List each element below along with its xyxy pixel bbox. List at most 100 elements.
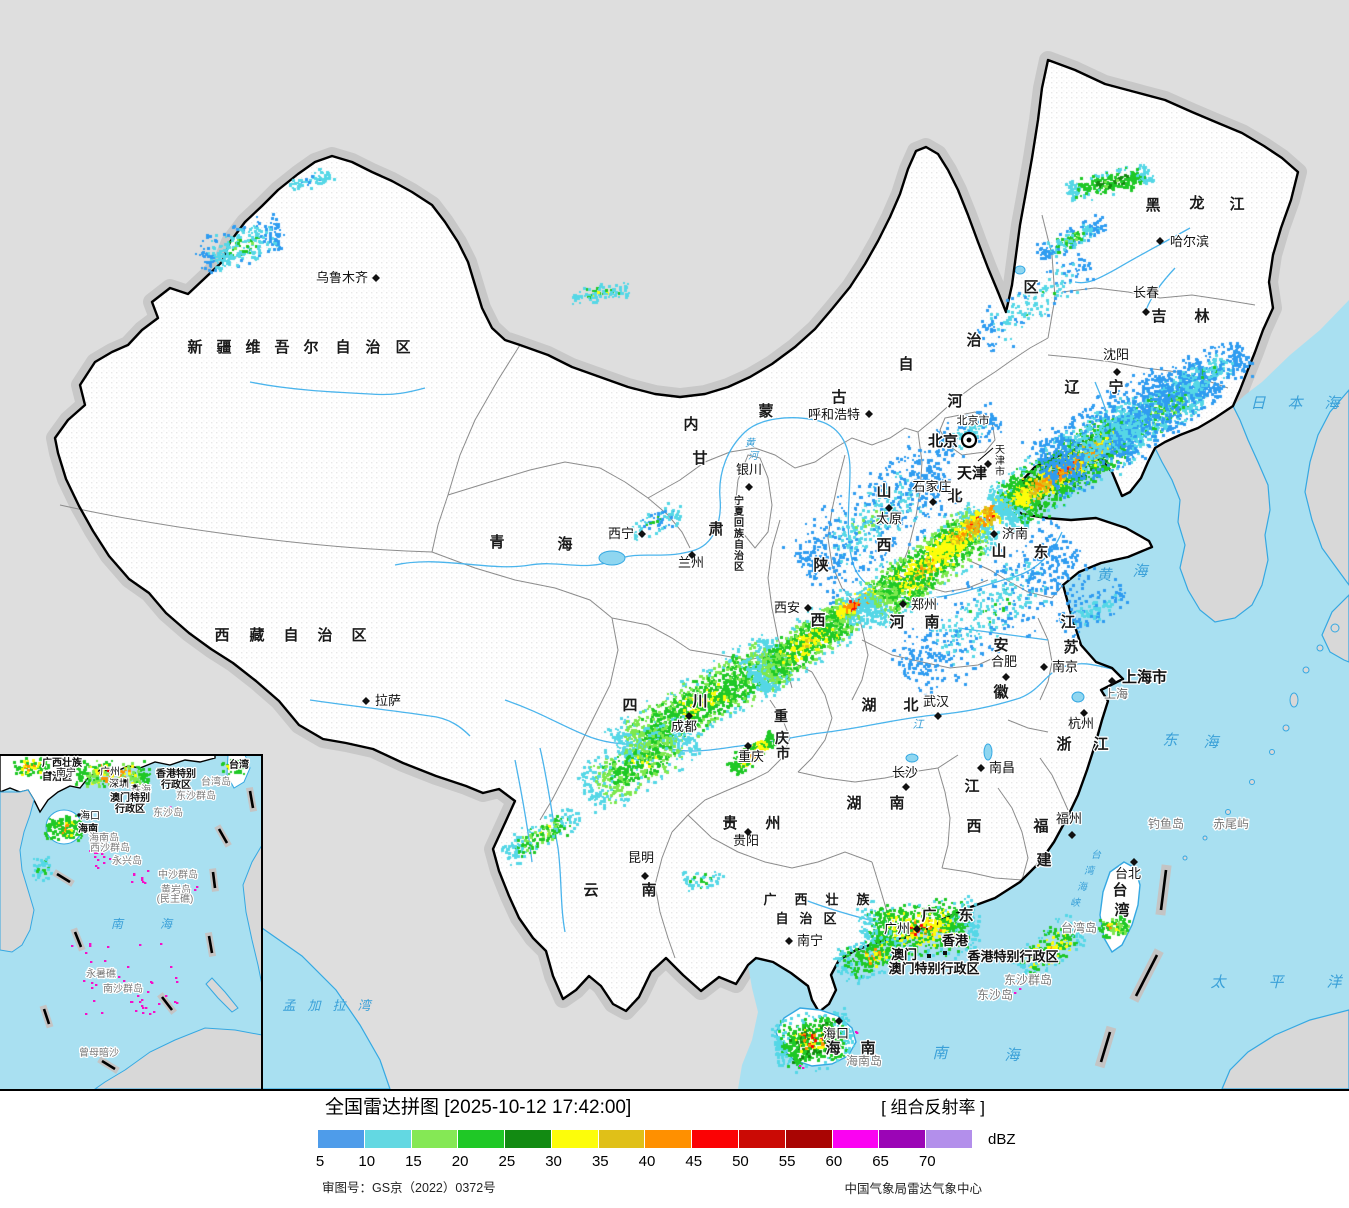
city-square-marker xyxy=(943,951,947,955)
island-dot xyxy=(94,856,97,858)
inset-label: 海南岛 xyxy=(89,831,119,844)
nine-dash-segment xyxy=(1099,1031,1112,1063)
inset-city-dot xyxy=(48,771,52,775)
legend-title: 全国雷达拼图 [2025-10-12 17:42:00] xyxy=(325,1097,632,1118)
island-dot xyxy=(142,881,145,883)
city-marker xyxy=(804,604,812,612)
city-label: 福州 xyxy=(1056,811,1082,826)
city-marker xyxy=(638,530,646,538)
map-review-number: 审图号：GS京（2022）0372号 xyxy=(322,1181,496,1195)
island-dot xyxy=(160,943,163,945)
province-label: 辽 xyxy=(1064,379,1079,396)
sea-label: 台 xyxy=(1091,849,1102,861)
city-label: 南京 xyxy=(1052,659,1078,674)
province-label: 治 xyxy=(966,331,981,349)
island-dot xyxy=(88,971,91,973)
sea-label: 海 xyxy=(1004,1047,1021,1064)
legend-product: [ 组合反射率 ] xyxy=(881,1098,985,1117)
city-label: 香港 xyxy=(941,933,969,948)
province-label: 肃 xyxy=(708,520,723,538)
island-dot xyxy=(107,946,110,948)
island-dot xyxy=(101,1012,104,1014)
nine-dash-segment xyxy=(217,828,229,844)
city-label: 长沙 xyxy=(892,765,918,780)
tick-20: 20 xyxy=(451,1153,469,1170)
province-label: 自 xyxy=(734,538,744,551)
tick-30: 30 xyxy=(545,1153,562,1170)
city-marker xyxy=(744,828,752,836)
province-label: 黑 xyxy=(1145,197,1160,214)
city-label: 重庆 xyxy=(738,749,764,764)
province-label: 吾 xyxy=(274,339,289,356)
island-dot xyxy=(141,1005,144,1007)
radar-echo-layer xyxy=(0,0,1349,1089)
city-marker xyxy=(1108,677,1116,685)
island-dot xyxy=(138,985,141,987)
sea-label: 海 xyxy=(1077,881,1089,893)
island-dot xyxy=(85,952,88,954)
island-dot xyxy=(103,856,106,858)
island-dot xyxy=(126,983,129,985)
colorbar-step-10 xyxy=(364,1130,411,1148)
island-dot xyxy=(176,981,179,983)
city-marker xyxy=(865,410,873,418)
province-label: 尔 xyxy=(303,338,318,356)
island-dot xyxy=(1014,992,1017,994)
inset-label: (民主礁) xyxy=(157,892,194,905)
city-label: 北京 xyxy=(928,432,958,450)
tick-5: 5 xyxy=(315,1153,325,1170)
city-label: 成都 xyxy=(671,719,697,734)
province-label: 内 xyxy=(683,415,698,433)
province-label: 族 xyxy=(734,527,745,540)
province-label: 蒙 xyxy=(758,402,773,420)
island-dot xyxy=(170,808,173,810)
province-label: 江 xyxy=(1060,613,1075,631)
province-label: 河 xyxy=(889,613,904,631)
sea-label: 江 xyxy=(913,718,925,731)
province-label: 龙 xyxy=(1188,194,1204,212)
island-dot xyxy=(141,999,144,1001)
province-label: 湖 xyxy=(846,795,861,812)
unit-label: dBZ xyxy=(988,1131,1016,1148)
island-dot xyxy=(158,1003,161,1005)
legend-bar: 全国雷达拼图 [2025-10-12 17:42:00] [ 组合反射率 ] d… xyxy=(0,1091,1349,1208)
province-label: 浙 xyxy=(1056,735,1071,753)
island-dot xyxy=(95,984,98,986)
province-label: 吉 xyxy=(1151,307,1166,325)
city-marker xyxy=(1068,831,1076,839)
city-label: 兰州 xyxy=(678,555,704,570)
colorbar-step-45 xyxy=(692,1130,739,1148)
city-marker xyxy=(899,600,907,608)
colorbar-step-50 xyxy=(739,1130,785,1148)
colorbar-step-60 xyxy=(832,1130,879,1148)
province-label: 重 xyxy=(774,708,788,724)
city-marker xyxy=(913,925,921,933)
island-dot xyxy=(83,980,86,982)
island-dot xyxy=(104,960,107,962)
island-dot xyxy=(131,1001,134,1003)
sea-label: 加 xyxy=(307,998,322,1013)
nine-dash-segment xyxy=(42,1008,51,1025)
island-dot xyxy=(145,1007,148,1009)
island-label: 海南岛 xyxy=(846,1053,882,1068)
province-label: 海 xyxy=(557,535,572,553)
city-label: 北京市 xyxy=(957,413,990,427)
province-label: 西 xyxy=(876,537,891,554)
province-label: 州 xyxy=(764,815,780,832)
island-label: 东沙岛 xyxy=(977,987,1013,1002)
city-marker xyxy=(1130,858,1138,866)
province-label: 自 xyxy=(283,626,298,644)
city-marker xyxy=(885,504,893,512)
inset-label: 广州 xyxy=(100,766,120,778)
province-label: 自 xyxy=(775,911,788,926)
province-label: 甘 xyxy=(692,449,707,467)
province-label: 藏 xyxy=(249,626,264,644)
island-dot xyxy=(117,988,120,990)
city-label: 香港特别行政区 xyxy=(966,949,1058,964)
island-dot xyxy=(91,987,94,989)
map-area: 新疆维吾尔自治区西藏自治区青海甘肃内蒙古自治区黑龙江吉林辽宁河北山西山东河南陕西… xyxy=(0,0,1349,1091)
island-dot xyxy=(165,995,168,997)
sea-label: 黄 xyxy=(1096,567,1113,584)
inset-label: 台湾岛 xyxy=(201,775,231,788)
sea-label: 黄 xyxy=(745,437,756,449)
